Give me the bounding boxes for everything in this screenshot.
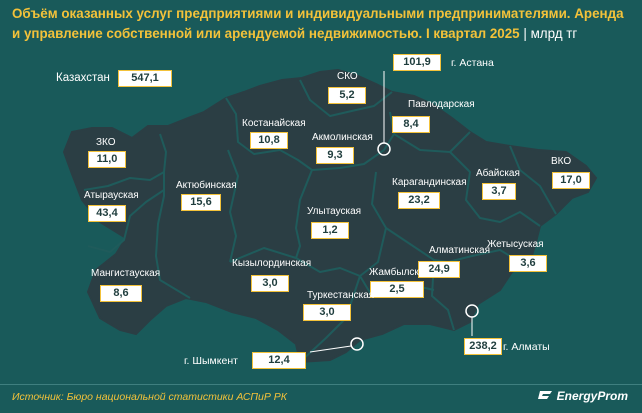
region-label-karaganda: Карагандинская bbox=[392, 177, 467, 188]
region-label-zko: ЗКО bbox=[96, 137, 116, 148]
shymkent-leader bbox=[309, 345, 352, 353]
region-value-sko: 5,2 bbox=[328, 87, 366, 104]
region-value-kostanay: 10,8 bbox=[250, 132, 288, 149]
region-value-vko: 17,0 bbox=[552, 172, 590, 189]
kazakhstan-map bbox=[62, 68, 598, 364]
region-value-akmola: 9,3 bbox=[316, 147, 354, 164]
region-value-zhetysu: 3,6 bbox=[509, 255, 547, 272]
region-value-aktobe: 15,6 bbox=[181, 194, 221, 211]
country-outline bbox=[62, 68, 598, 364]
brand-text: EnergyProm bbox=[556, 389, 628, 403]
region-value-zhambyl: 2,5 bbox=[370, 281, 424, 298]
region-value-pavlodar: 8,4 bbox=[392, 116, 430, 133]
city-label-shymkent: г. Шымкент bbox=[184, 355, 238, 367]
region-label-atyrau: Атырауская bbox=[84, 190, 139, 201]
region-label-abai: Абайская bbox=[476, 168, 520, 179]
city-value-almaty: 238,2 bbox=[464, 338, 502, 355]
total-value: 547,1 bbox=[118, 70, 172, 87]
region-value-abai: 3,7 bbox=[482, 183, 516, 200]
border-atyrau bbox=[87, 189, 165, 253]
region-label-akmola: Акмолинская bbox=[312, 132, 373, 143]
border-almaty-south bbox=[431, 259, 455, 331]
energyprom-logo-icon bbox=[537, 391, 552, 399]
city-value-astana: 101,9 bbox=[393, 54, 441, 71]
title-text: Объём оказанных услуг предприятиями и ин… bbox=[12, 6, 624, 41]
border-kostanay bbox=[225, 97, 313, 171]
region-label-aktobe: Актюбинская bbox=[176, 180, 237, 191]
source-note: Источник: Бюро национальной статистики А… bbox=[12, 391, 287, 403]
border-vko bbox=[509, 145, 557, 215]
region-label-vko: ВКО bbox=[551, 156, 572, 167]
city-label-almaty: г. Алматы bbox=[503, 341, 550, 353]
region-label-sko: СКО bbox=[337, 71, 358, 82]
border-aktobe-west bbox=[155, 172, 191, 299]
footer: Источник: Бюро национальной статистики А… bbox=[0, 384, 642, 413]
border-pavlodar bbox=[393, 131, 471, 153]
region-label-kyzylorda: Кызылординская bbox=[232, 258, 312, 269]
region-label-mangystau: Мангистауская bbox=[91, 268, 161, 279]
city-label-astana: г. Астана bbox=[451, 57, 494, 69]
region-label-kostanay: Костанайская bbox=[242, 118, 306, 129]
region-label-zhetysu: Жетысуская bbox=[487, 239, 544, 250]
region-value-kyzylorda: 3,0 bbox=[251, 275, 289, 292]
brand-logo: EnergyProm bbox=[537, 389, 628, 403]
border-sko bbox=[299, 79, 393, 117]
region-value-karaganda: 23,2 bbox=[398, 192, 440, 209]
unit-label: | млрд тг bbox=[523, 26, 578, 41]
region-label-almaty-region: Алматинская bbox=[429, 245, 490, 256]
region-value-zko: 11,0 bbox=[88, 151, 126, 168]
city-value-shymkent: 12,4 bbox=[252, 352, 306, 369]
shymkent-marker bbox=[350, 337, 364, 351]
border-aktobe-east bbox=[227, 149, 239, 263]
border-karaganda bbox=[295, 169, 313, 259]
region-value-ulytau: 1,2 bbox=[311, 222, 349, 239]
region-value-mangystau: 8,6 bbox=[100, 285, 142, 302]
region-value-atyrau: 43,4 bbox=[88, 205, 126, 222]
chart-title: Объём оказанных услуг предприятиями и ин… bbox=[12, 4, 632, 44]
region-value-almaty-region: 24,9 bbox=[418, 261, 460, 278]
total-label: Казахстан bbox=[56, 72, 110, 84]
region-label-turkestan: Туркестанская bbox=[307, 290, 375, 301]
region-label-pavlodar: Павлодарская bbox=[408, 99, 475, 110]
border-abai bbox=[449, 151, 541, 227]
border-zko bbox=[83, 133, 167, 191]
region-label-ulytau: Улытауская bbox=[307, 206, 362, 217]
region-label-zhambyl: Жамбылская bbox=[369, 267, 430, 278]
region-value-turkestan: 3,0 bbox=[303, 304, 351, 321]
